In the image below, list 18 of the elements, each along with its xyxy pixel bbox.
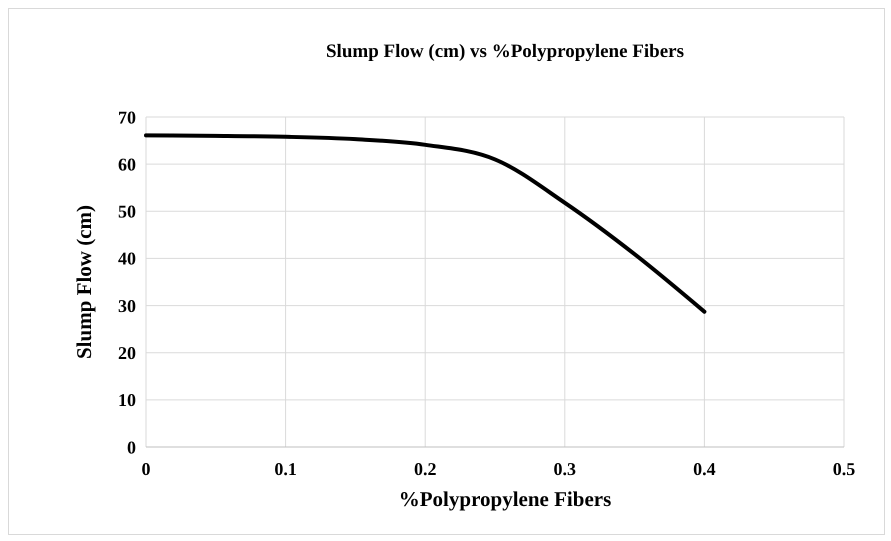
y-tick-label: 30 (118, 296, 136, 316)
x-axis-title: %Polypropylene Fibers (398, 487, 612, 511)
y-tick-label: 10 (118, 390, 136, 410)
y-axis-title: Slump Flow (cm) (72, 205, 96, 359)
y-tick-label: 70 (118, 107, 136, 128)
x-tick-label: 0.1 (274, 459, 297, 479)
x-tick-label: 0.5 (832, 459, 856, 479)
y-tick-label: 20 (118, 343, 136, 364)
line-series (144, 133, 706, 314)
x-tick-label: 0.3 (554, 459, 576, 479)
y-tick-label: 60 (118, 154, 136, 174)
y-tick-label: 0 (127, 437, 136, 458)
x-tick-label: 0.4 (693, 459, 716, 479)
y-tick-label: 40 (118, 248, 136, 269)
x-tick-label: 0.2 (414, 459, 436, 479)
y-tick-label: 50 (118, 202, 136, 222)
chart-title: Slump Flow (cm) vs %Polypropylene Fibers (326, 41, 684, 62)
x-tick-label: 0 (142, 459, 150, 479)
